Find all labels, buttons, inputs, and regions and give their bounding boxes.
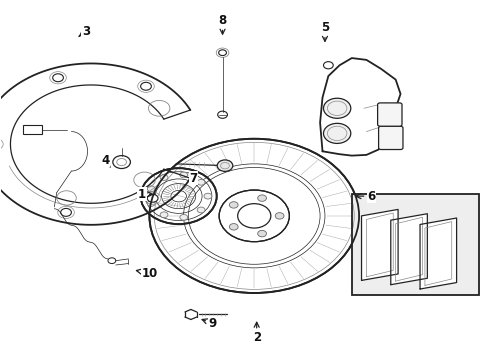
Circle shape: [147, 201, 155, 206]
Circle shape: [217, 160, 232, 171]
Circle shape: [323, 98, 350, 118]
Circle shape: [197, 179, 204, 185]
Circle shape: [108, 258, 116, 264]
Circle shape: [229, 202, 238, 208]
Circle shape: [113, 156, 130, 168]
Circle shape: [141, 82, 151, 90]
Text: 5: 5: [320, 21, 328, 41]
Text: 3: 3: [79, 25, 90, 38]
Circle shape: [275, 213, 284, 219]
Circle shape: [149, 139, 358, 293]
Text: 4: 4: [101, 154, 110, 167]
Bar: [351, 194, 478, 295]
Bar: [351, 194, 478, 295]
FancyBboxPatch shape: [377, 103, 401, 126]
Polygon shape: [361, 210, 397, 280]
Circle shape: [141, 168, 216, 224]
Circle shape: [218, 50, 226, 55]
Circle shape: [160, 212, 167, 218]
Text: 8: 8: [218, 14, 226, 34]
Bar: [22, 126, 42, 134]
Circle shape: [323, 62, 332, 69]
Text: 2: 2: [252, 322, 260, 344]
Text: 7: 7: [189, 171, 197, 185]
Circle shape: [147, 194, 158, 202]
Circle shape: [61, 208, 71, 216]
Text: 6: 6: [355, 190, 375, 203]
Polygon shape: [419, 218, 456, 289]
FancyBboxPatch shape: [378, 126, 402, 149]
Circle shape: [229, 224, 238, 230]
Circle shape: [147, 186, 155, 192]
Circle shape: [257, 195, 266, 201]
Circle shape: [257, 230, 266, 237]
Circle shape: [203, 193, 211, 199]
Circle shape: [197, 207, 204, 213]
Polygon shape: [390, 214, 427, 285]
Circle shape: [160, 175, 167, 180]
Text: 1: 1: [138, 188, 152, 201]
Polygon shape: [320, 58, 400, 156]
Circle shape: [323, 123, 350, 143]
Circle shape: [180, 172, 187, 178]
Circle shape: [53, 74, 63, 82]
Circle shape: [180, 215, 187, 220]
Circle shape: [219, 190, 289, 242]
Text: 9: 9: [202, 317, 217, 330]
Text: 10: 10: [136, 267, 157, 280]
